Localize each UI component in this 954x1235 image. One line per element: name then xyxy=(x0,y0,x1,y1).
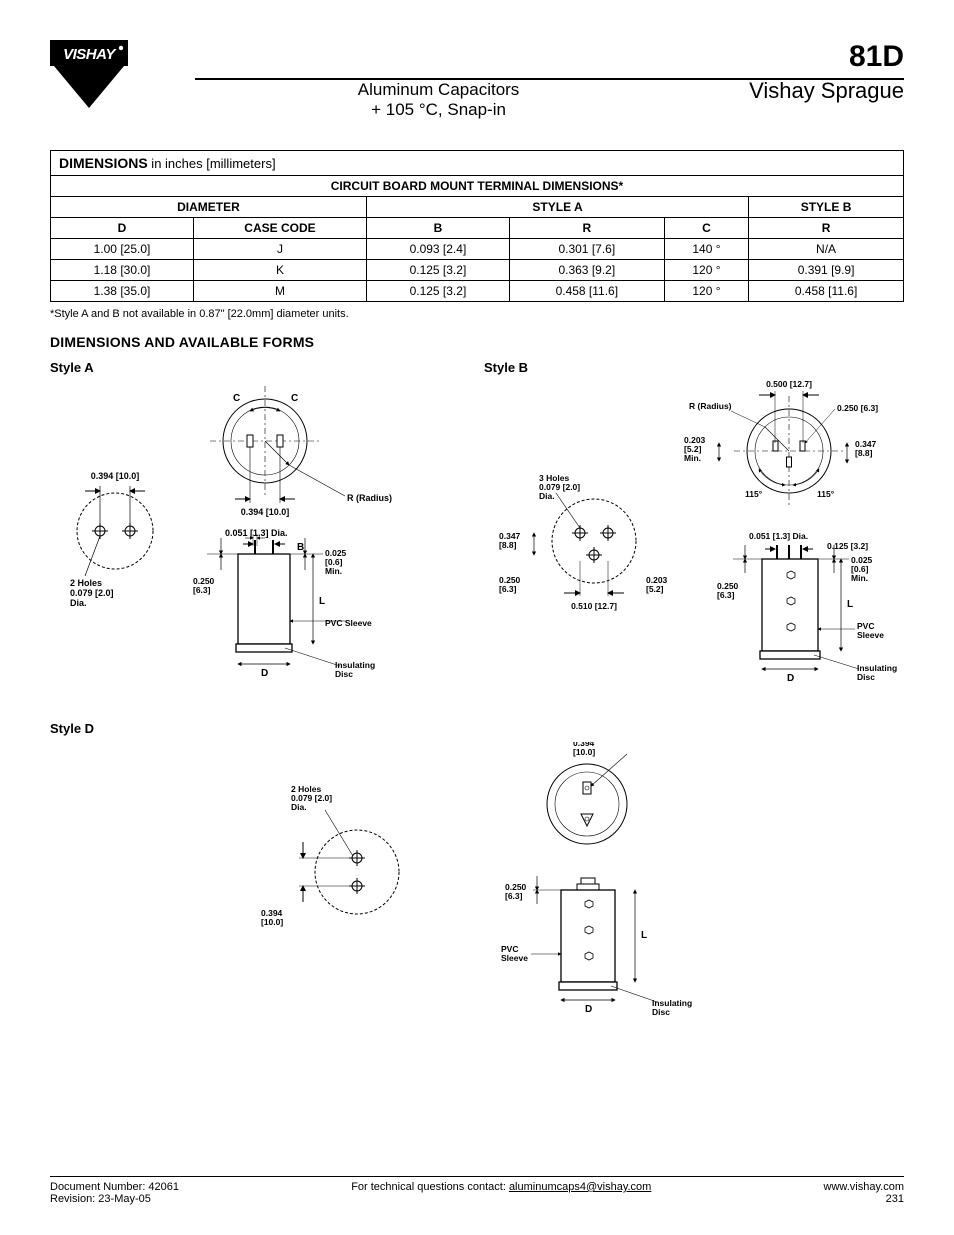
svg-text:PVCSleeve: PVCSleeve xyxy=(857,621,884,640)
style-b-diagram: 3 Holes0.079 [2.0]Dia. 0.347[8.8] 0.250[… xyxy=(484,381,904,691)
table-row: 1.18 [30.0] K 0.125 [3.2] 0.363 [9.2] 12… xyxy=(51,260,904,281)
group-diameter: DIAMETER xyxy=(51,197,367,218)
svg-text:0.250[6.3]: 0.250[6.3] xyxy=(505,882,527,901)
svg-text:VISHAY: VISHAY xyxy=(63,46,117,63)
footer-right: www.vishay.com 231 xyxy=(824,1181,904,1205)
table-row: 1.38 [35.0] M 0.125 [3.2] 0.458 [11.6] 1… xyxy=(51,281,904,302)
svg-text:0.203[5.2]Min.: 0.203[5.2]Min. xyxy=(684,435,706,463)
svg-text:0.250[6.3]: 0.250[6.3] xyxy=(499,575,521,594)
svg-text:0.394[10.0]: 0.394[10.0] xyxy=(573,742,595,757)
svg-text:0.051 [1.3] Dia.: 0.051 [1.3] Dia. xyxy=(749,531,808,541)
title-line-2: + 105 °C, Snap-in xyxy=(148,100,729,120)
table-row: 1.00 [25.0] J 0.093 [2.4] 0.301 [7.6] 14… xyxy=(51,239,904,260)
svg-text:B: B xyxy=(297,542,304,553)
svg-text:InsulatingDisc: InsulatingDisc xyxy=(335,660,375,679)
svg-text:R (Radius): R (Radius) xyxy=(347,493,392,503)
svg-text:3 Holes0.079 [2.0]Dia.: 3 Holes0.079 [2.0]Dia. xyxy=(539,473,580,501)
svg-text:InsulatingDisc: InsulatingDisc xyxy=(652,998,692,1017)
svg-text:115°: 115° xyxy=(745,489,763,499)
svg-text:0.051 [1.3] Dia.: 0.051 [1.3] Dia. xyxy=(225,528,288,538)
style-a-title: Style A xyxy=(50,360,454,375)
svg-text:C: C xyxy=(233,393,240,404)
style-d-block: Style D 2 Holes0.079 [ xyxy=(50,721,904,1042)
website-url: www.vishay.com xyxy=(824,1181,904,1193)
svg-text:0.500 [12.7]: 0.500 [12.7] xyxy=(766,381,812,389)
svg-text:PVCSleeve: PVCSleeve xyxy=(501,944,528,963)
col-c: C xyxy=(664,218,748,239)
svg-text:0.394 [10.0]: 0.394 [10.0] xyxy=(91,471,140,481)
svg-text:115°: 115° xyxy=(817,489,835,499)
col-d: D xyxy=(51,218,194,239)
table-footnote: *Style A and B not available in 0.87" [2… xyxy=(50,308,904,320)
vishay-logo: VISHAY xyxy=(50,40,128,110)
svg-text:0.347[8.8]: 0.347[8.8] xyxy=(499,531,521,550)
col-case-code: CASE CODE xyxy=(193,218,366,239)
style-d-title: Style D xyxy=(50,721,904,736)
part-number: 81D xyxy=(749,40,904,74)
svg-text:InsulatingDisc: InsulatingDisc xyxy=(857,663,897,682)
footer-left: Document Number: 42061 Revision: 23-May-… xyxy=(50,1181,179,1205)
style-a-block: Style A xyxy=(50,360,454,691)
svg-text:0.250[6.3]: 0.250[6.3] xyxy=(193,576,215,595)
svg-text:PVC Sleeve: PVC Sleeve xyxy=(325,618,372,628)
svg-text:L: L xyxy=(319,596,325,607)
svg-text:0.347[8.8]: 0.347[8.8] xyxy=(855,439,877,458)
brand-name: Vishay Sprague xyxy=(749,78,904,104)
group-style-a: STYLE A xyxy=(366,197,748,218)
revision: Revision: 23-May-05 xyxy=(50,1193,179,1205)
svg-text:D: D xyxy=(787,673,794,684)
dimensions-table: DIMENSIONS in inches [millimeters] CIRCU… xyxy=(50,150,904,302)
footer: Document Number: 42061 Revision: 23-May-… xyxy=(50,1176,904,1205)
svg-text:R (Radius): R (Radius) xyxy=(689,401,732,411)
svg-text:2 Holes0.079 [2.0]Dia.: 2 Holes0.079 [2.0]Dia. xyxy=(70,578,114,608)
style-b-block: Style B xyxy=(484,360,904,691)
svg-text:D: D xyxy=(585,1004,592,1015)
svg-text:0.025[0.6]Min.: 0.025[0.6]Min. xyxy=(325,548,347,576)
doc-title: Aluminum Capacitors + 105 °C, Snap-in xyxy=(148,40,729,120)
svg-text:2 Holes0.079 [2.0]Dia.: 2 Holes0.079 [2.0]Dia. xyxy=(291,784,332,812)
svg-text:0.125 [3.2]: 0.125 [3.2] xyxy=(827,541,868,551)
style-b-title: Style B xyxy=(484,360,904,375)
svg-text:L: L xyxy=(641,930,647,941)
page-number: 231 xyxy=(824,1193,904,1205)
svg-text:D: D xyxy=(261,668,268,679)
group-style-b: STYLE B xyxy=(749,197,904,218)
section-heading: DIMENSIONS AND AVAILABLE FORMS xyxy=(50,334,904,350)
svg-text:C: C xyxy=(291,393,298,404)
doc-number: Document Number: 42061 xyxy=(50,1181,179,1193)
table-title: DIMENSIONS in inches [millimeters] xyxy=(51,151,904,176)
col-b: B xyxy=(366,218,509,239)
svg-text:0.394[10.0]: 0.394[10.0] xyxy=(261,908,283,927)
table-subtitle: CIRCUIT BOARD MOUNT TERMINAL DIMENSIONS* xyxy=(51,176,904,197)
style-a-diagram: 0.394 [10.0] 2 Holes0.079 [2.0]Dia. xyxy=(50,381,454,691)
svg-text:0.394 [10.0]: 0.394 [10.0] xyxy=(241,507,290,517)
svg-text:L: L xyxy=(847,599,853,610)
svg-text:0.250[6.3]: 0.250[6.3] xyxy=(717,581,739,600)
footer-contact: For technical questions contact: aluminu… xyxy=(179,1181,824,1205)
title-line-1: Aluminum Capacitors xyxy=(148,80,729,100)
svg-text:0.025[0.6]Min.: 0.025[0.6]Min. xyxy=(851,555,873,583)
col-r-b: R xyxy=(749,218,904,239)
svg-text:0.510 [12.7]: 0.510 [12.7] xyxy=(571,601,617,611)
header: VISHAY Aluminum Capacitors + 105 °C, Sna… xyxy=(50,40,904,120)
svg-text:0.203[5.2]: 0.203[5.2] xyxy=(646,575,668,594)
style-d-diagram: 2 Holes0.079 [2.0]Dia. 0.394[10.0] xyxy=(50,742,904,1042)
col-r-a: R xyxy=(509,218,664,239)
contact-email-link[interactable]: aluminumcaps4@vishay.com xyxy=(509,1181,651,1193)
header-right: 81D Vishay Sprague xyxy=(749,40,904,104)
svg-text:0.250 [6.3]: 0.250 [6.3] xyxy=(837,403,878,413)
